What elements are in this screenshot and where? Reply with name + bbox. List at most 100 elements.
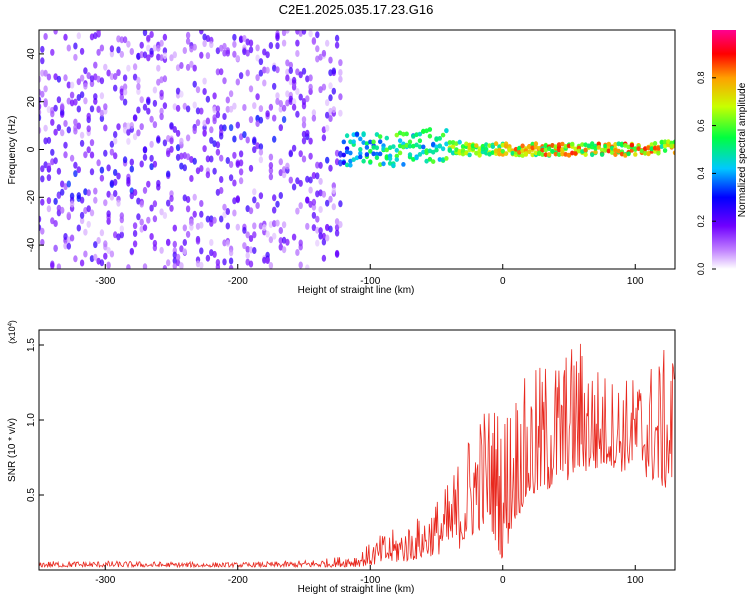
heatmap-cell bbox=[493, 148, 499, 154]
heatmap-cell bbox=[434, 147, 439, 153]
heatmap-cell bbox=[192, 80, 197, 88]
heatmap-cell bbox=[162, 139, 168, 147]
heatmap-cell bbox=[311, 198, 317, 206]
heatmap-cell bbox=[179, 137, 184, 145]
heatmap-cell bbox=[381, 146, 386, 151]
heatmap-cell bbox=[152, 121, 158, 129]
heatmap-cell bbox=[159, 246, 164, 254]
heatmap-cell bbox=[295, 249, 300, 256]
heatmap-cell bbox=[334, 149, 340, 157]
heatmap-cell bbox=[285, 162, 290, 170]
heatmap-cell bbox=[255, 54, 260, 62]
heatmap-cell bbox=[46, 73, 52, 81]
heatmap-cell bbox=[321, 238, 327, 246]
heatmap-cell bbox=[228, 257, 234, 265]
heatmap-cell bbox=[96, 237, 101, 244]
heatmap-cell bbox=[245, 49, 250, 57]
heatmap-cell bbox=[192, 101, 197, 109]
heatmap-cell bbox=[152, 44, 158, 52]
heatmap-cell bbox=[371, 139, 376, 145]
heatmap-cell bbox=[89, 75, 95, 83]
heatmap-cell bbox=[185, 105, 191, 113]
heatmap-cell bbox=[308, 30, 313, 38]
heatmap-cell bbox=[202, 88, 207, 95]
heatmap-cell bbox=[60, 188, 65, 196]
heatmap-cell bbox=[66, 81, 72, 89]
heatmap-cell bbox=[199, 165, 204, 172]
heatmap-cell bbox=[116, 172, 121, 180]
heatmap-cell bbox=[457, 150, 462, 156]
heatmap-cell bbox=[245, 205, 250, 213]
heatmap-cell bbox=[308, 83, 313, 91]
heatmap-cell bbox=[50, 158, 55, 166]
heatmap-cell bbox=[454, 141, 459, 147]
heatmap-cell bbox=[288, 61, 293, 69]
heatmap-cell bbox=[63, 233, 68, 240]
heatmap-cell bbox=[328, 225, 333, 233]
heatmap-cell bbox=[238, 168, 244, 176]
heatmap-cell bbox=[46, 165, 52, 173]
heatmap-cell bbox=[106, 69, 111, 77]
heatmap-cell bbox=[53, 128, 58, 136]
heatmap-cell bbox=[185, 134, 191, 142]
heatmap-cell bbox=[288, 78, 293, 86]
heatmap-cell bbox=[288, 150, 293, 158]
heatmap-cell bbox=[467, 152, 472, 158]
heatmap-cell bbox=[46, 174, 52, 182]
heatmap-cell bbox=[162, 265, 168, 269]
heatmap-cell bbox=[272, 206, 277, 214]
heatmap-cell bbox=[126, 264, 131, 269]
heatmap-cell bbox=[93, 73, 98, 81]
heatmap-cell bbox=[543, 143, 548, 149]
heatmap-cell bbox=[341, 139, 346, 145]
x-tick-label: -100 bbox=[360, 575, 380, 586]
heatmap-cell bbox=[291, 103, 297, 111]
heatmap-cell bbox=[182, 47, 187, 54]
heatmap-cell bbox=[172, 126, 177, 133]
heatmap-cell bbox=[546, 146, 552, 152]
heatmap-cell bbox=[258, 148, 264, 156]
heatmap-cell bbox=[50, 148, 55, 156]
heatmap-cell bbox=[431, 141, 436, 147]
heatmap-cell bbox=[53, 30, 58, 35]
heatmap-cell bbox=[358, 151, 363, 156]
heatmap-cell bbox=[563, 144, 568, 149]
heatmap-cell bbox=[116, 69, 121, 77]
heatmap-cell bbox=[318, 86, 323, 94]
heatmap-cell bbox=[530, 141, 535, 147]
heatmap-cell bbox=[248, 207, 254, 215]
heatmap-cell bbox=[305, 95, 310, 103]
heatmap-cell bbox=[354, 155, 360, 161]
heatmap-cell bbox=[166, 199, 171, 207]
heatmap-cell bbox=[348, 139, 353, 145]
heatmap-cell bbox=[348, 162, 353, 168]
heatmap-cell bbox=[232, 209, 237, 217]
heatmap-cell bbox=[378, 139, 383, 145]
heatmap-cell bbox=[156, 53, 161, 61]
heatmap-cell bbox=[79, 47, 85, 55]
heatmap-cell bbox=[139, 218, 144, 226]
heatmap-cell bbox=[185, 37, 191, 45]
heatmap-cell bbox=[162, 75, 168, 83]
heatmap-cell bbox=[122, 88, 128, 96]
heatmap-cell bbox=[185, 230, 191, 238]
heatmap-cell bbox=[407, 143, 413, 149]
heatmap-cell bbox=[89, 105, 95, 113]
heatmap-cell bbox=[606, 145, 611, 150]
x-tick-label: -300 bbox=[95, 276, 115, 287]
heatmap-cell bbox=[235, 195, 240, 203]
heatmap-cell bbox=[86, 146, 91, 154]
heatmap-cell bbox=[652, 145, 658, 151]
heatmap-cell bbox=[83, 228, 88, 236]
heatmap-cell bbox=[195, 107, 201, 115]
heatmap-cell bbox=[308, 152, 313, 160]
heatmap-cell bbox=[76, 166, 82, 174]
heatmap-cell bbox=[172, 103, 177, 111]
heatmap-cell bbox=[440, 146, 446, 152]
heatmap-cell bbox=[248, 46, 254, 54]
heatmap-cell bbox=[175, 104, 181, 112]
heatmap-cell bbox=[172, 262, 177, 269]
heatmap-cell bbox=[139, 225, 144, 233]
heatmap-cell bbox=[364, 141, 370, 147]
